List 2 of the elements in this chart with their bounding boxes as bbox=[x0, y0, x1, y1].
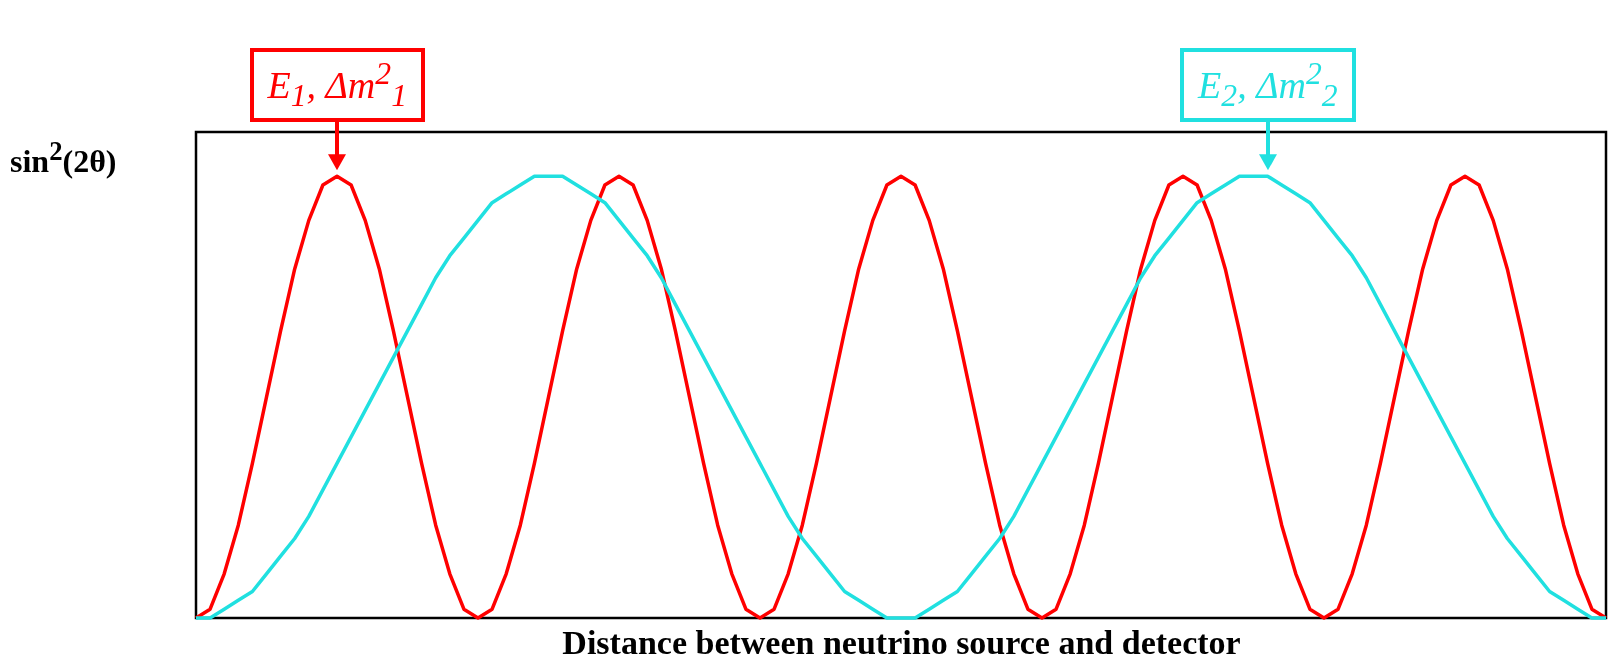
x-axis-title: Distance between neutrino source and detector bbox=[562, 623, 1241, 661]
y-axis-title: sin$^{2}$(2θ) bbox=[10, 136, 117, 180]
